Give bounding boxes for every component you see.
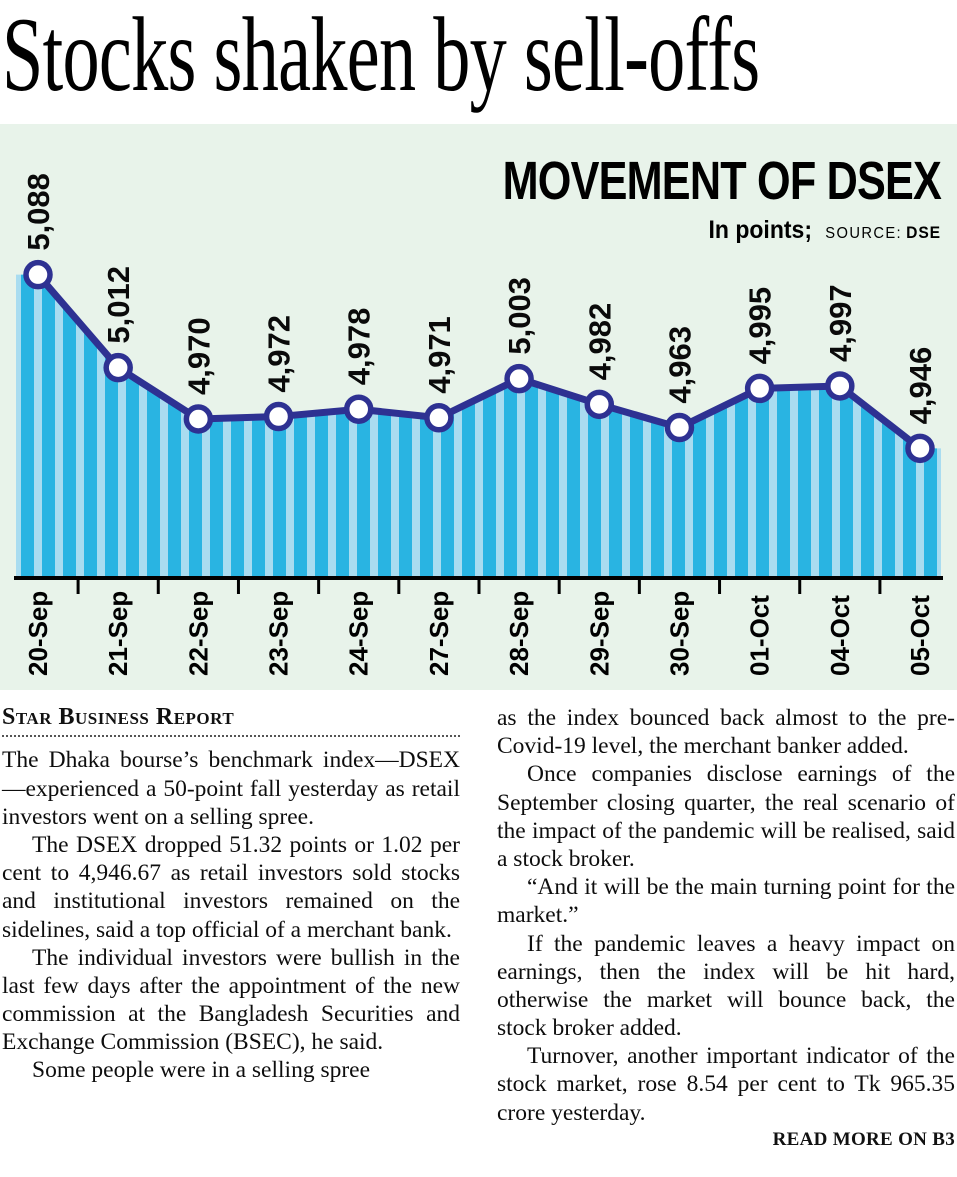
paragraph: Once companies disclose earnings of the … bbox=[497, 761, 955, 872]
svg-text:28-Sep: 28-Sep bbox=[504, 591, 534, 676]
read-more-note: READ MORE ON B3 bbox=[772, 1128, 955, 1150]
chart-source-value: DSE bbox=[906, 223, 941, 242]
paragraph: The Dhaka bourse’s benchmark index—DSEX—… bbox=[2, 747, 460, 830]
svg-text:04-Oct: 04-Oct bbox=[825, 595, 855, 676]
article-body: Star Business Report The Dhaka bourse’s … bbox=[0, 690, 957, 1151]
byline: Star Business Report bbox=[2, 704, 235, 730]
chart-panel: MOVEMENT OF DSEX In points; SOURCE: DSE … bbox=[0, 124, 957, 690]
article-column-right: as the index bounced back almost to the … bbox=[497, 704, 955, 1151]
svg-text:20-Sep: 20-Sep bbox=[23, 591, 53, 676]
chart-title: MOVEMENT OF DSEX bbox=[502, 151, 942, 211]
svg-text:05-Oct: 05-Oct bbox=[905, 595, 935, 676]
article-column-left: Star Business Report The Dhaka bourse’s … bbox=[2, 704, 460, 1151]
paragraph: The individual investors were bullish in… bbox=[2, 944, 460, 1056]
svg-text:22-Sep: 22-Sep bbox=[183, 591, 213, 676]
svg-text:4,963: 4,963 bbox=[662, 326, 697, 404]
svg-text:4,978: 4,978 bbox=[342, 308, 377, 386]
svg-text:5,088: 5,088 bbox=[21, 173, 56, 251]
svg-text:21-Sep: 21-Sep bbox=[103, 591, 133, 676]
paragraph: Turnover, another important indicator of… bbox=[497, 1043, 955, 1126]
chart-header: MOVEMENT OF DSEX In points; SOURCE: DSE bbox=[393, 150, 942, 245]
dsex-line-chart: 5,088 5,012 4,970 4,972 4,978 4,971 5,003 4,982… bbox=[14, 173, 943, 676]
svg-text:27-Sep: 27-Sep bbox=[424, 591, 454, 676]
svg-text:4,972: 4,972 bbox=[262, 315, 297, 393]
headline: Stocks shaken by sell-offs bbox=[2, 0, 760, 113]
chart-source-label: SOURCE: bbox=[825, 225, 902, 242]
paragraph: as the index bounced back almost to the … bbox=[497, 705, 955, 760]
paragraph: Some people were in a selling spree bbox=[32, 1057, 371, 1084]
paragraph: “And it will be the main turning point f… bbox=[497, 874, 955, 929]
svg-text:4,971: 4,971 bbox=[422, 316, 457, 394]
svg-text:5,003: 5,003 bbox=[502, 277, 537, 355]
headline-block: Stocks shaken by sell-offs bbox=[0, 0, 957, 118]
svg-text:4,995: 4,995 bbox=[743, 287, 778, 365]
svg-text:24-Sep: 24-Sep bbox=[344, 591, 374, 676]
chart-units-label: In points; bbox=[708, 216, 812, 244]
svg-text:30-Sep: 30-Sep bbox=[664, 591, 694, 676]
chart-subtitle: In points; SOURCE: DSE bbox=[437, 216, 941, 245]
svg-text:01-Oct: 01-Oct bbox=[745, 595, 775, 676]
paragraph: The DSEX dropped 51.32 points or 1.02 pe… bbox=[2, 831, 460, 943]
svg-text:4,982: 4,982 bbox=[582, 303, 617, 381]
svg-text:4,997: 4,997 bbox=[823, 284, 858, 362]
paragraph: If the pandemic leaves a heavy impact on… bbox=[497, 930, 955, 1042]
svg-text:29-Sep: 29-Sep bbox=[584, 591, 614, 676]
svg-text:4,946: 4,946 bbox=[903, 347, 938, 425]
svg-text:4,970: 4,970 bbox=[181, 317, 216, 395]
dotted-rule bbox=[2, 733, 460, 738]
svg-text:5,012: 5,012 bbox=[101, 266, 136, 344]
svg-text:23-Sep: 23-Sep bbox=[264, 591, 294, 676]
